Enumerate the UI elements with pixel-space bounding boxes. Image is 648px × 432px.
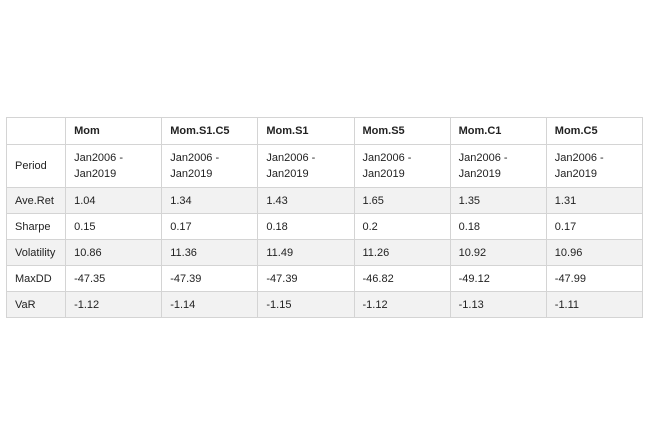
table-cell: -1.12: [65, 291, 163, 318]
table-cell: 1.35: [449, 187, 547, 214]
cell-line: Jan2019: [170, 168, 213, 180]
cell-line: Jan2006 -: [458, 152, 508, 164]
cell-line: Jan2006 -: [554, 152, 604, 164]
table-cell: 10.96: [545, 239, 644, 266]
cell-line: Jan2006 -: [266, 152, 316, 164]
cell-line: Jan2019: [74, 168, 117, 180]
table-cell: 1.43: [257, 187, 355, 214]
row-label: Period: [5, 144, 67, 188]
column-header-mom: Mom: [65, 117, 163, 145]
cell-line: Jan2019: [554, 168, 597, 180]
table-cell: -1.15: [257, 291, 355, 318]
table-cell: 0.2: [353, 213, 451, 240]
table-cell: 11.36: [161, 239, 259, 266]
cell-line: Jan2019: [266, 168, 309, 180]
table-cell: 10.86: [65, 239, 163, 266]
table-cell: -47.99: [545, 265, 644, 292]
table-cell: -1.13: [449, 291, 547, 318]
table-row-sharpe: Sharpe 0.15 0.17 0.18 0.2 0.18 0.17: [5, 213, 644, 240]
table-row-volatility: Volatility 10.86 11.36 11.49 11.26 10.92…: [5, 239, 644, 266]
table-cell: 1.34: [161, 187, 259, 214]
table-cell: -46.82: [353, 265, 451, 292]
table-cell: 11.26: [353, 239, 451, 266]
table-cell: 1.65: [353, 187, 451, 214]
cell-line: Jan2006 -: [362, 152, 412, 164]
results-table: Mom Mom.S1.C5 Mom.S1 Mom.S5 Mom.C1 Mom.C…: [5, 117, 644, 318]
table-cell: -47.35: [65, 265, 163, 292]
column-header-mom-s1: Mom.S1: [257, 117, 355, 145]
table-cell: 0.18: [449, 213, 547, 240]
cell-line: Jan2019: [458, 168, 501, 180]
table-cell: Jan2006 - Jan2019: [257, 144, 355, 188]
table-cell: -47.39: [257, 265, 355, 292]
table-cell: Jan2006 - Jan2019: [161, 144, 259, 188]
table-cell: 1.31: [545, 187, 644, 214]
row-label: Ave.Ret: [5, 187, 67, 214]
table-cell: 10.92: [449, 239, 547, 266]
column-header-mom-c5: Mom.C5: [545, 117, 644, 145]
table-cell: 11.49: [257, 239, 355, 266]
table-row-period: Period Jan2006 - Jan2019 Jan2006 - Jan2019…: [5, 144, 644, 188]
header-row: Mom Mom.S1.C5 Mom.S1 Mom.S5 Mom.C1 Mom.C…: [5, 117, 644, 145]
column-header-mom-s5: Mom.S5: [353, 117, 451, 145]
table-cell: 0.17: [545, 213, 644, 240]
table-cell: Jan2006 - Jan2019: [545, 144, 644, 188]
table-row-var: VaR -1.12 -1.14 -1.15 -1.12 -1.13 -1.11: [5, 291, 644, 318]
table-cell: 1.04: [65, 187, 163, 214]
header-corner-cell: [5, 117, 67, 145]
row-label: Volatility: [5, 239, 67, 266]
table-cell: -47.39: [161, 265, 259, 292]
table-cell: 0.17: [161, 213, 259, 240]
cell-line: Jan2006 -: [170, 152, 220, 164]
table-cell: -1.12: [353, 291, 451, 318]
column-header-mom-c1: Mom.C1: [449, 117, 547, 145]
column-header-mom-s1-c5: Mom.S1.C5: [161, 117, 259, 145]
table-cell: -49.12: [449, 265, 547, 292]
cell-line: Jan2019: [362, 168, 405, 180]
results-table-container: Mom Mom.S1.C5 Mom.S1 Mom.S5 Mom.C1 Mom.C…: [5, 117, 644, 318]
table-cell: -1.11: [545, 291, 644, 318]
row-label: VaR: [5, 291, 67, 318]
cell-line: Jan2006 -: [74, 152, 124, 164]
table-cell: 0.18: [257, 213, 355, 240]
table-cell: Jan2006 - Jan2019: [449, 144, 547, 188]
row-label: Sharpe: [5, 213, 67, 240]
table-cell: -1.14: [161, 291, 259, 318]
table-row-maxdd: MaxDD -47.35 -47.39 -47.39 -46.82 -49.12…: [5, 265, 644, 292]
table-cell: Jan2006 - Jan2019: [353, 144, 451, 188]
table-row-ave-ret: Ave.Ret 1.04 1.34 1.43 1.65 1.35 1.31: [5, 187, 644, 214]
row-label: MaxDD: [5, 265, 67, 292]
table-cell: Jan2006 - Jan2019: [65, 144, 163, 188]
table-cell: 0.15: [65, 213, 163, 240]
